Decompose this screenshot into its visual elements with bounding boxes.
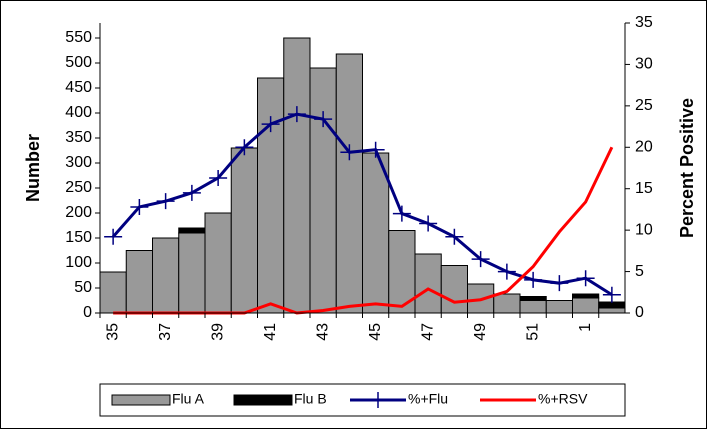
y2-tick-label: 35 — [635, 14, 653, 31]
bar — [335, 53, 363, 314]
marker — [130, 198, 149, 215]
legend-label: %+RSV — [538, 391, 588, 407]
marker — [497, 263, 516, 280]
marker — [602, 286, 621, 303]
y-tick-label: 300 — [65, 154, 92, 171]
y-axis-title: Number — [23, 134, 43, 202]
y-tick-label: 200 — [65, 204, 92, 221]
legend-label: Flu B — [294, 391, 327, 407]
x-tick-label: 39 — [209, 323, 226, 341]
bar — [519, 296, 547, 301]
y2-tick-label: 0 — [635, 304, 644, 321]
bar — [572, 293, 600, 299]
bar — [283, 37, 311, 314]
marker — [392, 205, 411, 222]
marker — [156, 193, 175, 210]
bar — [440, 265, 468, 314]
bar — [125, 250, 153, 314]
y-tick-label: 0 — [83, 304, 92, 321]
x-tick-label: 45 — [367, 323, 384, 341]
bar — [309, 67, 337, 314]
x-tick-label: 35 — [104, 323, 121, 341]
marker — [550, 275, 569, 292]
y2-tick-label: 5 — [635, 263, 644, 280]
x-tick-label: 47 — [419, 323, 436, 341]
y2-tick-label: 15 — [635, 180, 653, 197]
marker — [366, 141, 385, 158]
marker — [524, 271, 543, 288]
y-tick-label: 350 — [65, 129, 92, 146]
marker — [419, 215, 438, 232]
bar — [493, 293, 521, 314]
x-tick-label: 41 — [262, 323, 279, 341]
bar — [204, 212, 232, 314]
marker — [209, 169, 228, 186]
bar — [230, 147, 258, 314]
bar — [362, 152, 390, 314]
y-tick-label: 550 — [65, 29, 92, 46]
bar — [99, 271, 127, 314]
y-tick-label: 150 — [65, 229, 92, 246]
marker — [287, 106, 306, 123]
marker — [261, 116, 280, 133]
marker — [314, 111, 333, 128]
marker — [340, 144, 359, 161]
bar — [178, 227, 206, 234]
marker — [182, 184, 201, 201]
y-tick-label: 450 — [65, 79, 92, 96]
y-tick-label: 500 — [65, 54, 92, 71]
legend-swatch — [233, 394, 293, 406]
y-tick-label: 50 — [74, 279, 92, 296]
marker — [445, 228, 464, 245]
x-tick-label: 37 — [157, 323, 174, 341]
bar — [414, 253, 442, 314]
bar — [572, 297, 600, 314]
line — [111, 112, 613, 297]
x-tick-label: 49 — [472, 323, 489, 341]
y2-tick-label: 25 — [635, 97, 653, 114]
bar — [545, 300, 573, 314]
bar — [152, 237, 180, 314]
bar — [519, 300, 547, 314]
legend-label: Flu A — [172, 391, 205, 407]
legend-marker — [370, 392, 386, 408]
x-tick-label: 1 — [577, 323, 594, 332]
y-tick-label: 250 — [65, 179, 92, 196]
y2-axis-title: Percent Positive — [677, 98, 697, 238]
bar — [598, 307, 626, 314]
marker — [471, 251, 490, 268]
y-tick-label: 400 — [65, 104, 92, 121]
bar — [598, 301, 626, 309]
x-tick-label: 43 — [314, 323, 331, 341]
legend-label: %+Flu — [408, 391, 448, 407]
y2-tick-label: 30 — [635, 56, 653, 73]
bar — [257, 77, 285, 314]
legend-swatch — [111, 394, 171, 406]
marker — [576, 270, 595, 287]
x-tick-label: 51 — [524, 323, 541, 341]
bar — [178, 232, 206, 314]
y-tick-label: 100 — [65, 254, 92, 271]
marker — [104, 228, 123, 245]
y2-tick-label: 20 — [635, 139, 653, 156]
y2-tick-label: 10 — [635, 221, 653, 238]
marker — [235, 139, 254, 156]
